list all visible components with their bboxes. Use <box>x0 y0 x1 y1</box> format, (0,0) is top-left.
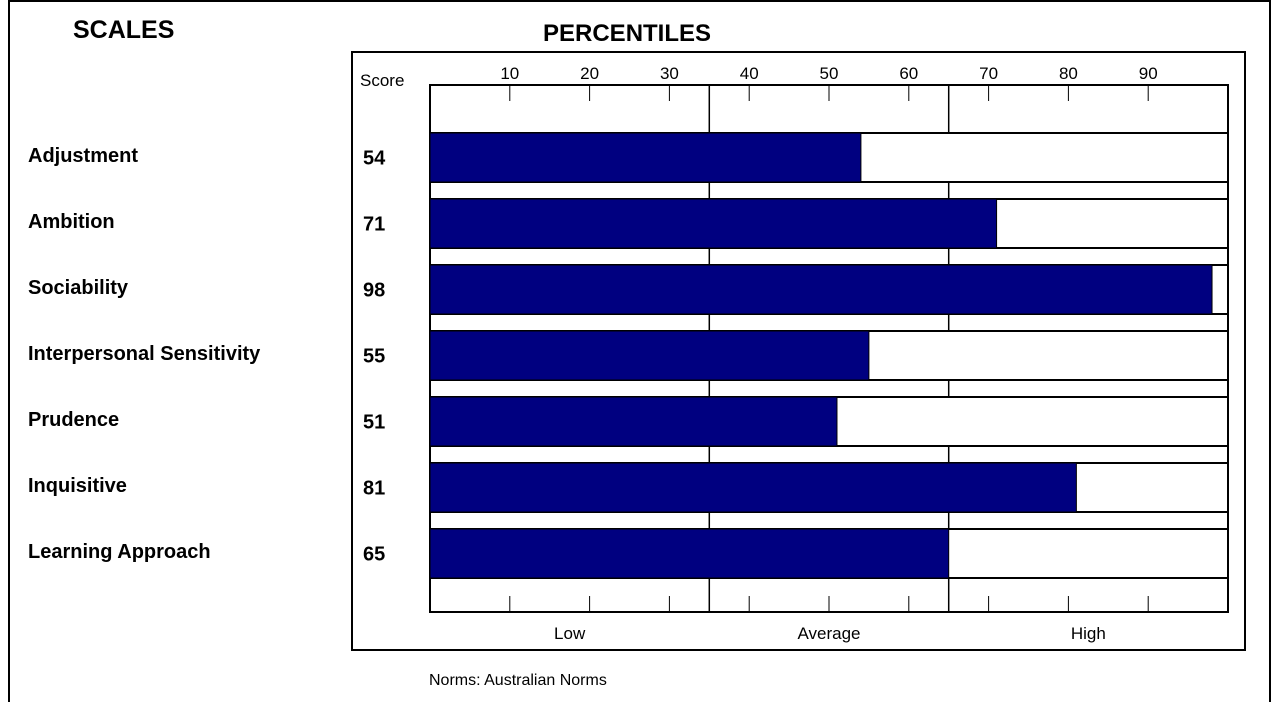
score-value: 98 <box>363 280 385 302</box>
bar <box>429 264 1213 315</box>
scale-label: Prudence <box>28 408 120 431</box>
scale-label: Inquisitive <box>28 474 127 497</box>
tick-label: 20 <box>580 64 599 83</box>
scale-label: Learning Approach <box>28 540 211 563</box>
tick-label: 60 <box>899 64 918 83</box>
region-label: Low <box>554 624 586 643</box>
tick-label: 90 <box>1139 64 1158 83</box>
score-value: 51 <box>363 412 385 434</box>
bar <box>429 396 838 447</box>
bar <box>429 462 1077 513</box>
chart-frame <box>351 51 1246 651</box>
bar <box>429 198 998 249</box>
tick-label: 70 <box>979 64 998 83</box>
page-frame <box>8 0 1271 702</box>
tick-label: 80 <box>1059 64 1078 83</box>
region-label: High <box>1071 624 1106 643</box>
scales-heading: SCALES <box>73 16 175 44</box>
score-value: 54 <box>363 148 386 170</box>
tick-label: 10 <box>500 64 519 83</box>
bar <box>429 132 862 183</box>
score-value: 71 <box>363 214 385 236</box>
scale-label: Sociability <box>28 276 129 299</box>
scale-label: Ambition <box>28 210 115 233</box>
bar <box>429 330 870 381</box>
score-header: Score <box>360 71 404 90</box>
scale-label: Interpersonal Sensitivity <box>28 342 261 365</box>
norms-text: Norms: Australian Norms <box>429 672 607 689</box>
tick-label: 50 <box>820 64 839 83</box>
percentiles-heading: PERCENTILES <box>543 20 712 47</box>
score-value: 81 <box>363 478 385 500</box>
tick-label: 30 <box>660 64 679 83</box>
region-label: Average <box>797 624 860 643</box>
tick-label: 40 <box>740 64 759 83</box>
score-value: 65 <box>363 544 385 566</box>
score-value: 55 <box>363 346 385 368</box>
scale-label: Adjustment <box>28 144 138 167</box>
bar <box>429 528 950 579</box>
